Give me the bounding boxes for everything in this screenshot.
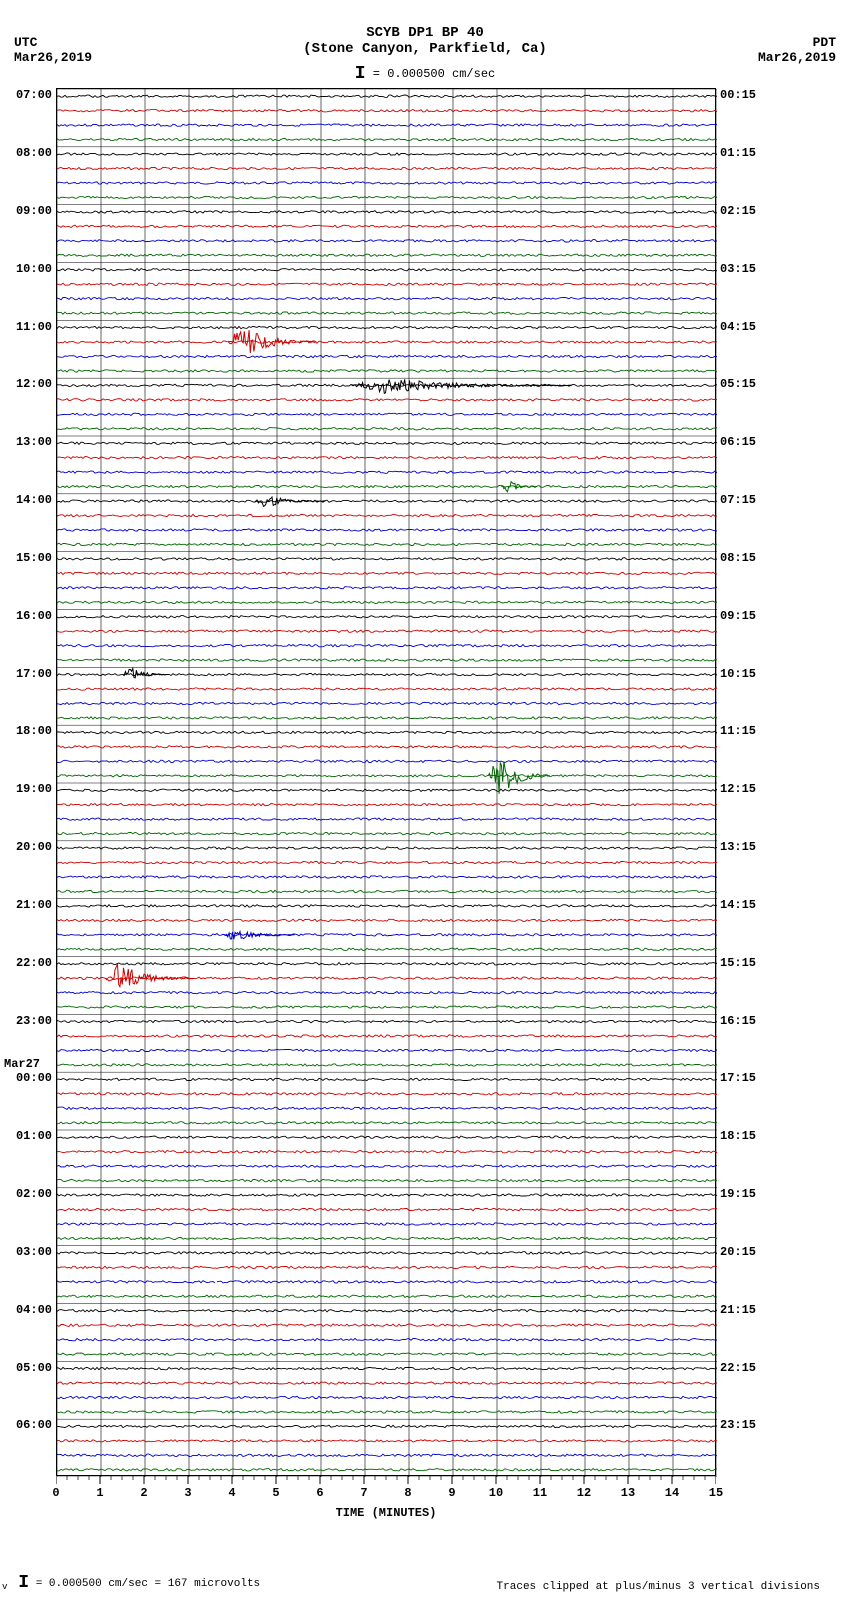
- time-label-right: 16:15: [720, 1014, 770, 1028]
- time-label-left: 14:00: [2, 493, 52, 507]
- time-label-left: 15:00: [2, 551, 52, 565]
- time-label-left: 16:00: [2, 609, 52, 623]
- time-label-right: 22:15: [720, 1361, 770, 1375]
- time-label-right: 15:15: [720, 956, 770, 970]
- tz-left-date: Mar26,2019: [14, 50, 92, 65]
- time-label-left: 17:00: [2, 667, 52, 681]
- time-label-right: 04:15: [720, 320, 770, 334]
- time-label-right: 05:15: [720, 377, 770, 391]
- footer-scale: v I = 0.000500 cm/sec = 167 microvolts: [2, 1573, 260, 1593]
- seismogram-plot: [56, 88, 716, 1476]
- timezone-left: UTC Mar26,2019: [14, 35, 92, 65]
- tz-right-label: PDT: [758, 35, 836, 50]
- time-label-right: 20:15: [720, 1245, 770, 1259]
- time-label-right: 18:15: [720, 1129, 770, 1143]
- time-label-right: 09:15: [720, 609, 770, 623]
- time-label-right: 11:15: [720, 724, 770, 738]
- time-label-left: 09:00: [2, 204, 52, 218]
- scale-bar-icon: I: [355, 64, 366, 84]
- time-label-right: 13:15: [720, 840, 770, 854]
- time-label-left: 11:00: [2, 320, 52, 334]
- time-label-right: 00:15: [720, 88, 770, 102]
- date-label: Mar27: [4, 1057, 54, 1071]
- time-label-right: 10:15: [720, 667, 770, 681]
- time-label-left: 07:00: [2, 88, 52, 102]
- seismogram-svg: [57, 89, 717, 1477]
- time-label-right: 01:15: [720, 146, 770, 160]
- time-label-right: 21:15: [720, 1303, 770, 1317]
- time-label-left: 04:00: [2, 1303, 52, 1317]
- time-label-left: 12:00: [2, 377, 52, 391]
- time-label-right: 07:15: [720, 493, 770, 507]
- time-label-left: 21:00: [2, 898, 52, 912]
- tz-right-date: Mar26,2019: [758, 50, 836, 65]
- time-label-right: 12:15: [720, 782, 770, 796]
- time-label-left: 20:00: [2, 840, 52, 854]
- time-label-left: 13:00: [2, 435, 52, 449]
- tz-left-label: UTC: [14, 35, 92, 50]
- time-label-right: 23:15: [720, 1418, 770, 1432]
- time-label-right: 19:15: [720, 1187, 770, 1201]
- timezone-right: PDT Mar26,2019: [758, 35, 836, 65]
- time-label-left: 00:00: [2, 1071, 52, 1085]
- footer-left-text: = 0.000500 cm/sec = 167 microvolts: [29, 1578, 260, 1590]
- time-label-left: 06:00: [2, 1418, 52, 1432]
- time-label-left: 22:00: [2, 956, 52, 970]
- scale-text: = 0.000500 cm/sec: [366, 67, 496, 81]
- footer-clip-note: Traces clipped at plus/minus 3 vertical …: [497, 1581, 820, 1593]
- title-line-1: SCYB DP1 BP 40: [0, 25, 850, 41]
- time-label-right: 06:15: [720, 435, 770, 449]
- time-label-left: 19:00: [2, 782, 52, 796]
- title-line-2: (Stone Canyon, Parkfield, Ca): [0, 41, 850, 57]
- time-label-left: 01:00: [2, 1129, 52, 1143]
- time-label-right: 14:15: [720, 898, 770, 912]
- time-label-left: 08:00: [2, 146, 52, 160]
- scale-annotation: I = 0.000500 cm/sec: [0, 64, 850, 84]
- time-label-right: 03:15: [720, 262, 770, 276]
- time-label-left: 02:00: [2, 1187, 52, 1201]
- x-axis: TIME (MINUTES) 0123456789101112131415: [56, 1476, 716, 1526]
- x-axis-title: TIME (MINUTES): [56, 1506, 716, 1520]
- time-label-right: 02:15: [720, 204, 770, 218]
- time-label-left: 23:00: [2, 1014, 52, 1028]
- scale-bar-icon: I: [8, 1573, 30, 1593]
- time-label-left: 10:00: [2, 262, 52, 276]
- time-label-right: 08:15: [720, 551, 770, 565]
- time-label-left: 03:00: [2, 1245, 52, 1259]
- time-label-left: 05:00: [2, 1361, 52, 1375]
- time-label-right: 17:15: [720, 1071, 770, 1085]
- time-label-left: 18:00: [2, 724, 52, 738]
- chart-title: SCYB DP1 BP 40 (Stone Canyon, Parkfield,…: [0, 25, 850, 57]
